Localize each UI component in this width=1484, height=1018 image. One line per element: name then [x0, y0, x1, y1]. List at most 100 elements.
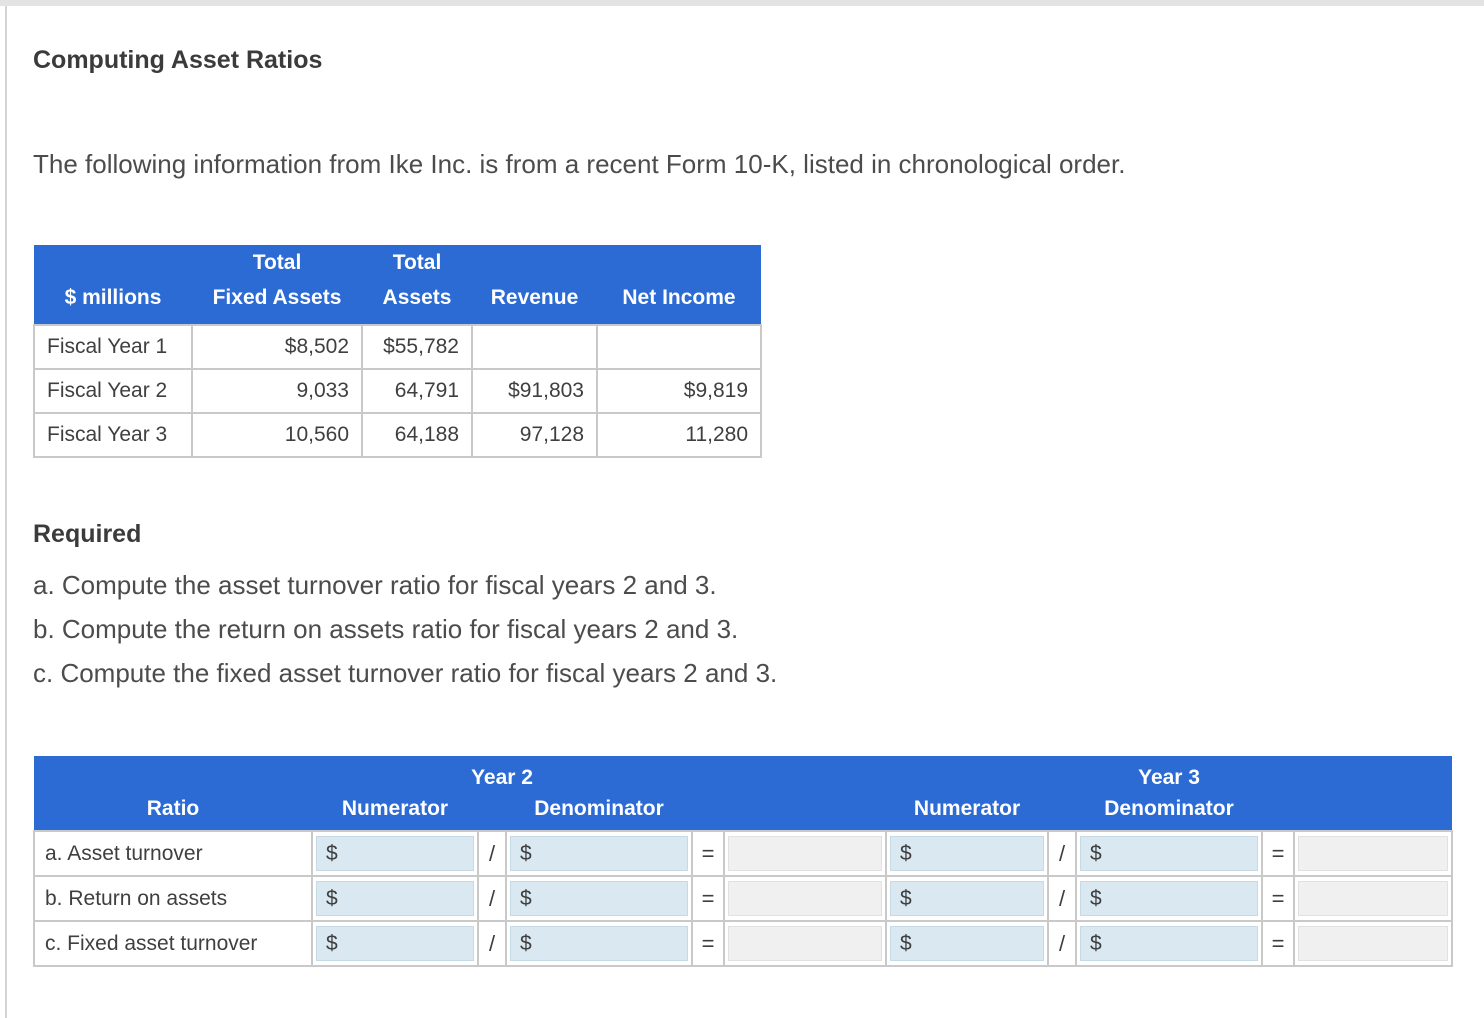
dollar-prefix: $ [326, 886, 338, 910]
year3-header: Year 3 [886, 756, 1453, 794]
year2-result-cell [723, 875, 888, 922]
answer-row-return-on-assets: b. Return on assets $ / $ [33, 875, 1454, 922]
year3-numerator-input-b[interactable]: $ [890, 881, 1045, 916]
col-header-revenue: Revenue [472, 245, 597, 325]
equals-separator: = [691, 875, 726, 922]
data-cell: 64,791 [361, 368, 473, 414]
blank-header-cell [724, 794, 887, 831]
year3-result-field-a [1298, 836, 1449, 871]
equals-separator: = [1261, 830, 1296, 877]
col-header-millions: $ millions [34, 245, 192, 325]
year2-result-field-c [728, 926, 883, 961]
divide-separator: / [1047, 920, 1078, 967]
data-cell: 9,033 [191, 368, 363, 414]
ratio-row-label: b. Return on assets [33, 875, 313, 922]
year3-numerator-cell: $ [885, 920, 1050, 967]
ratio-answer-table: Year 2 Year 3 Ratio Numerator Denominato… [33, 756, 1454, 967]
dollar-prefix: $ [326, 931, 338, 955]
intro-text: The following information from Ike Inc. … [33, 149, 1126, 179]
year3-denominator-input-b[interactable]: $ [1080, 881, 1259, 916]
year2-denominator-cell: $ [504, 830, 694, 877]
dollar-prefix: $ [1090, 841, 1102, 865]
equals-separator: = [1261, 875, 1296, 922]
divide-separator: / [477, 875, 507, 922]
table-row-fiscal-year-2: Fiscal Year 2 9,033 64,791 $91,803 $9,81… [33, 368, 762, 414]
year2-denominator-cell: $ [504, 920, 694, 967]
dollar-prefix: $ [900, 886, 912, 910]
ratio-row-label: a. Asset turnover [33, 830, 313, 877]
data-cell: $55,782 [361, 324, 473, 370]
year2-header: Year 2 [312, 756, 693, 794]
blank-header-cell [1262, 794, 1295, 831]
year2-numerator-input-a[interactable]: $ [316, 836, 474, 871]
blank-header-cell [34, 756, 312, 794]
year3-result-field-c [1298, 926, 1449, 961]
divide-separator: / [1047, 875, 1078, 922]
dollar-prefix: $ [900, 931, 912, 955]
equals-separator: = [691, 830, 726, 877]
year2-numerator-input-c[interactable]: $ [316, 926, 474, 961]
year3-denominator-cell: $ [1075, 875, 1264, 922]
year3-result-field-b [1298, 881, 1449, 916]
year3-numerator-header: Numerator [886, 794, 1049, 831]
required-item-a: a. Compute the asset turnover ratio for … [33, 570, 717, 600]
year3-numerator-cell: $ [885, 830, 1050, 877]
blank-header-cell [724, 756, 887, 794]
equals-separator: = [691, 920, 726, 967]
ratio-row-label: c. Fixed asset turnover [33, 920, 313, 967]
year2-result-cell [723, 920, 888, 967]
data-cell: 10,560 [191, 412, 363, 458]
row-label: Fiscal Year 1 [33, 324, 193, 370]
financial-data-table: $ millions Total Fixed Assets Total Asse… [33, 245, 762, 458]
row-label: Fiscal Year 3 [33, 412, 193, 458]
year3-result-cell [1293, 875, 1454, 922]
top-divider-bar [0, 0, 1484, 6]
required-item-b: b. Compute the return on assets ratio fo… [33, 614, 739, 644]
year3-result-cell [1293, 830, 1454, 877]
dollar-prefix: $ [1090, 886, 1102, 910]
blank-header-cell [692, 794, 725, 831]
year2-denominator-input-c[interactable]: $ [510, 926, 689, 961]
required-heading: Required [33, 520, 142, 548]
year3-denominator-cell: $ [1075, 920, 1264, 967]
dollar-prefix: $ [520, 931, 532, 955]
year2-denominator-header: Denominator [506, 794, 693, 831]
answer-table-year-header-row: Year 2 Year 3 [34, 756, 1453, 794]
year3-numerator-input-c[interactable]: $ [890, 926, 1045, 961]
year2-result-field-a [728, 836, 883, 871]
year3-denominator-header: Denominator [1076, 794, 1263, 831]
problem-content: Computing Asset Ratios The following inf… [33, 46, 1454, 967]
left-border-line [5, 6, 7, 1018]
year3-denominator-input-a[interactable]: $ [1080, 836, 1259, 871]
data-cell: $91,803 [471, 368, 598, 414]
blank-header-cell [1294, 794, 1453, 831]
year3-numerator-cell: $ [885, 875, 1050, 922]
year2-denominator-input-b[interactable]: $ [510, 881, 689, 916]
year3-denominator-input-c[interactable]: $ [1080, 926, 1259, 961]
answer-row-fixed-asset-turnover: c. Fixed asset turnover $ / $ [33, 920, 1454, 967]
year2-denominator-cell: $ [504, 875, 694, 922]
page-title: Computing Asset Ratios [33, 46, 323, 74]
year3-result-cell [1293, 920, 1454, 967]
dollar-prefix: $ [520, 886, 532, 910]
data-cell: 97,128 [471, 412, 598, 458]
year2-result-field-b [728, 881, 883, 916]
data-cell: 64,188 [361, 412, 473, 458]
data-cell [471, 324, 598, 370]
year3-numerator-input-a[interactable]: $ [890, 836, 1045, 871]
data-cell: $9,819 [596, 368, 762, 414]
year2-numerator-header: Numerator [312, 794, 478, 831]
answer-row-asset-turnover: a. Asset turnover $ / $ = [33, 830, 1454, 877]
year2-numerator-input-b[interactable]: $ [316, 881, 474, 916]
dollar-prefix: $ [900, 841, 912, 865]
blank-header-cell [692, 756, 725, 794]
blank-header-cell [478, 794, 506, 831]
col-header-total-fixed-assets: Total Fixed Assets [192, 245, 362, 325]
col-header-net-income: Net Income [597, 245, 761, 325]
dollar-prefix: $ [520, 841, 532, 865]
year2-denominator-input-a[interactable]: $ [510, 836, 689, 871]
required-item-c: c. Compute the fixed asset turnover rati… [33, 658, 778, 688]
year2-numerator-cell: $ [311, 920, 479, 967]
dollar-prefix: $ [326, 841, 338, 865]
